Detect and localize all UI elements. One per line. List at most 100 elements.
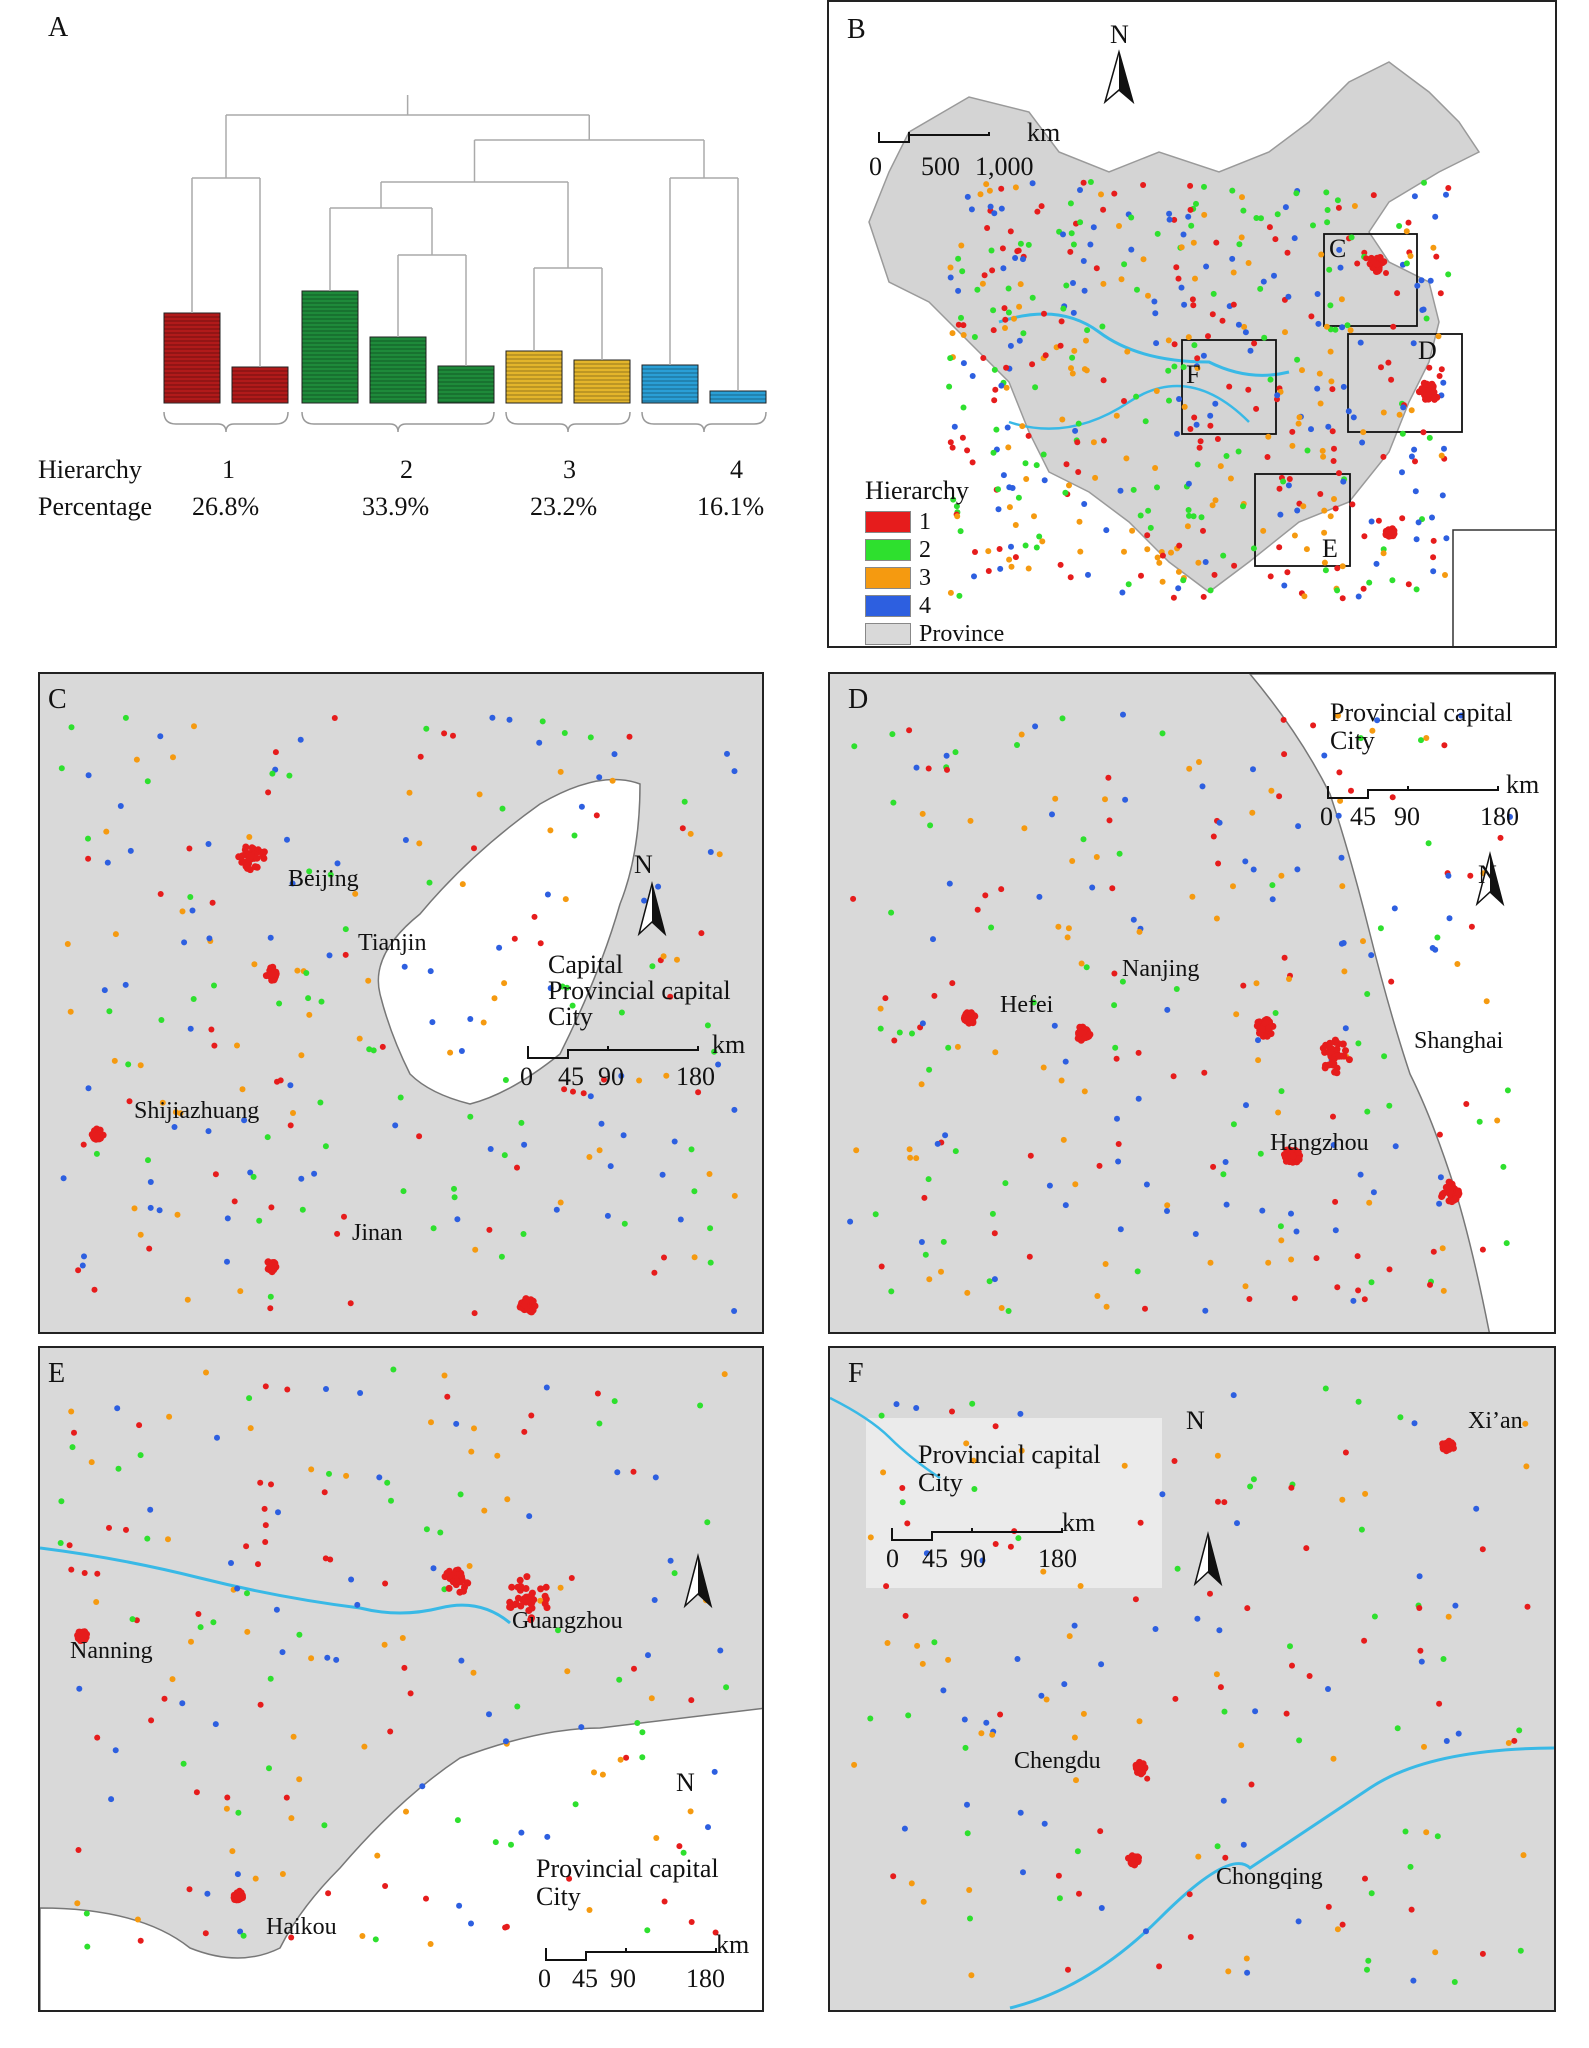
legend-swatch bbox=[865, 567, 911, 589]
site-point bbox=[1242, 1283, 1249, 1290]
site-point bbox=[851, 743, 858, 750]
site-point bbox=[508, 1841, 514, 1848]
site-point bbox=[1023, 476, 1030, 482]
site-point bbox=[1257, 1150, 1264, 1157]
site-point bbox=[287, 1122, 294, 1129]
site-point bbox=[1259, 1207, 1266, 1214]
site-point bbox=[1357, 1171, 1364, 1178]
site-point bbox=[984, 225, 991, 231]
site-point bbox=[1186, 765, 1193, 772]
site-point bbox=[1006, 556, 1013, 563]
site-point bbox=[1246, 1296, 1253, 1302]
hierarchy-4: 4 bbox=[730, 455, 743, 484]
site-point bbox=[165, 1536, 171, 1543]
site-point bbox=[1438, 1193, 1446, 1200]
site-point bbox=[580, 1090, 587, 1097]
site-point bbox=[253, 863, 261, 871]
site-point bbox=[212, 1721, 219, 1728]
site-point bbox=[645, 1652, 651, 1659]
site-point bbox=[1062, 489, 1069, 496]
site-point bbox=[1090, 224, 1097, 231]
site-point bbox=[359, 1933, 366, 1939]
site-point bbox=[1370, 1189, 1377, 1196]
site-point bbox=[1340, 383, 1347, 390]
site-point bbox=[1001, 305, 1008, 312]
site-point bbox=[187, 894, 194, 900]
site-point bbox=[104, 859, 111, 866]
site-point bbox=[1231, 562, 1238, 569]
site-point bbox=[321, 1489, 328, 1496]
scale-bar bbox=[891, 1528, 1063, 1541]
site-point bbox=[943, 752, 950, 759]
site-point bbox=[144, 1535, 151, 1542]
site-point bbox=[504, 1496, 511, 1503]
site-point bbox=[518, 1119, 525, 1126]
legend-capital: Capital bbox=[548, 950, 624, 979]
site-point bbox=[279, 1871, 286, 1877]
site-point bbox=[1089, 884, 1096, 891]
site-point bbox=[1214, 436, 1221, 442]
site-point bbox=[68, 1566, 75, 1573]
site-point bbox=[1207, 422, 1214, 429]
site-point bbox=[1245, 260, 1252, 266]
site-point bbox=[626, 733, 633, 740]
site-point bbox=[957, 528, 964, 535]
site-point bbox=[1187, 1934, 1194, 1940]
site-point bbox=[926, 1276, 933, 1283]
site-point bbox=[1348, 234, 1355, 241]
site-point bbox=[1189, 296, 1196, 303]
site-point bbox=[1000, 265, 1007, 272]
site-point bbox=[1235, 448, 1242, 455]
dendrogram-bar bbox=[505, 350, 563, 404]
site-point bbox=[1274, 392, 1281, 399]
site-point bbox=[1261, 334, 1268, 341]
scale-tick: 45 bbox=[572, 1964, 598, 1993]
site-point bbox=[1165, 367, 1172, 374]
site-point bbox=[1331, 445, 1337, 452]
dendrogram-bar bbox=[641, 364, 699, 404]
site-point bbox=[1062, 1058, 1069, 1065]
site-point bbox=[877, 1025, 884, 1032]
site-point bbox=[945, 1656, 952, 1663]
site-point bbox=[1038, 203, 1045, 210]
site-point bbox=[1243, 1102, 1249, 1109]
site-point bbox=[1351, 203, 1358, 209]
site-point bbox=[1170, 594, 1177, 601]
site-point bbox=[853, 1147, 860, 1154]
site-point bbox=[1280, 478, 1287, 485]
site-point bbox=[1233, 1011, 1240, 1018]
site-point bbox=[1324, 219, 1331, 226]
site-point bbox=[1413, 536, 1420, 543]
site-point bbox=[707, 1225, 714, 1232]
site-point bbox=[564, 1668, 571, 1675]
site-point bbox=[1186, 1891, 1193, 1898]
site-point bbox=[1143, 1181, 1150, 1188]
site-point bbox=[1113, 412, 1120, 419]
site-point bbox=[1121, 548, 1127, 555]
site-point bbox=[1375, 517, 1382, 524]
site-point bbox=[1022, 542, 1029, 549]
site-point bbox=[991, 366, 998, 373]
site-point bbox=[81, 1570, 88, 1576]
site-point bbox=[562, 896, 569, 903]
site-point bbox=[211, 1042, 218, 1049]
site-point bbox=[1030, 999, 1037, 1006]
site-point bbox=[1081, 501, 1088, 507]
site-point bbox=[1029, 361, 1036, 368]
site-point bbox=[1144, 1775, 1151, 1782]
site-point bbox=[262, 1522, 269, 1529]
site-point bbox=[1060, 305, 1067, 312]
site-point bbox=[598, 1120, 605, 1127]
site-point bbox=[952, 1148, 959, 1155]
site-point bbox=[1119, 589, 1126, 596]
site-point bbox=[1386, 1266, 1393, 1273]
site-point bbox=[1007, 228, 1014, 235]
site-point bbox=[1505, 1740, 1512, 1746]
site-point bbox=[1065, 1966, 1071, 1973]
site-point bbox=[663, 1072, 670, 1079]
site-point bbox=[1289, 1152, 1297, 1160]
site-point bbox=[1267, 376, 1274, 383]
site-point bbox=[731, 1106, 738, 1113]
site-point bbox=[1100, 437, 1107, 444]
site-point bbox=[989, 1210, 996, 1217]
